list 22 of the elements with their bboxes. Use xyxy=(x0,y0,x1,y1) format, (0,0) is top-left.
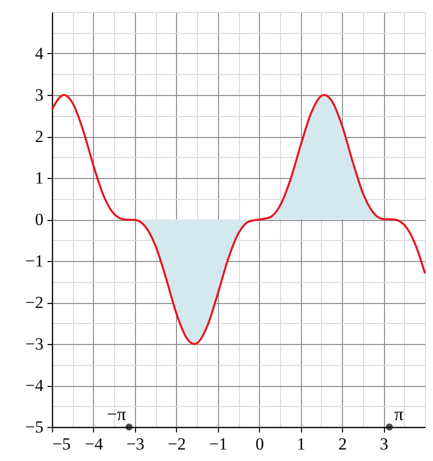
y-tick-label: 4 xyxy=(35,44,44,63)
y-tick-label: −4 xyxy=(25,376,44,395)
y-tick-label: 0 xyxy=(35,210,44,229)
x-tick-label: 0 xyxy=(255,434,264,454)
x-tick-label: −5 xyxy=(52,434,71,454)
y-tick-label: −3 xyxy=(25,334,44,354)
annotation: −π xyxy=(106,404,126,424)
line-series xyxy=(51,94,426,345)
x-tick-label: −3 xyxy=(126,434,144,454)
x-tick-label: −1 xyxy=(209,434,228,454)
x-tick-label: 1 xyxy=(296,434,306,454)
y-tick-label: −5 xyxy=(25,418,44,436)
x-tick-label: −2 xyxy=(168,434,186,454)
x-tick-label: 2 xyxy=(338,434,347,454)
y-tick-label: 2 xyxy=(35,127,44,146)
y-tick-label: −1 xyxy=(25,252,44,270)
y-tick-label: −2 xyxy=(25,293,44,312)
y-tick-label: 1 xyxy=(35,168,44,188)
x-tick-label: −4 xyxy=(84,434,104,454)
y-tick-label: 3 xyxy=(35,86,44,104)
annotation: π xyxy=(394,404,404,424)
x-tick-label: 3 xyxy=(380,434,388,454)
